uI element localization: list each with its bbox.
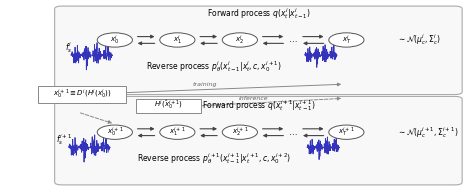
Circle shape (160, 125, 195, 139)
Text: $x_0^i$: $x_0^i$ (110, 33, 119, 47)
Text: inference: inference (239, 96, 269, 101)
Circle shape (97, 33, 132, 47)
Circle shape (160, 33, 195, 47)
Text: $x_2^i$: $x_2^i$ (236, 33, 245, 47)
Text: ...: ... (289, 36, 298, 45)
Text: $f_s^{i+1}$: $f_s^{i+1}$ (56, 132, 72, 147)
Text: $\sim\mathcal{N}(\mu_c^i, \Sigma_c^i)$: $\sim\mathcal{N}(\mu_c^i, \Sigma_c^i)$ (397, 32, 441, 47)
Text: $f_s^i$: $f_s^i$ (65, 40, 72, 55)
Text: $x_0^{i+1}$: $x_0^{i+1}$ (107, 125, 123, 139)
Text: $x_1^i$: $x_1^i$ (173, 33, 182, 47)
Text: Forward process $q(x_t^i|x_{t-1}^i)$: Forward process $q(x_t^i|x_{t-1}^i)$ (207, 6, 310, 21)
Text: $x_T^i$: $x_T^i$ (342, 33, 351, 47)
FancyBboxPatch shape (55, 6, 462, 95)
FancyBboxPatch shape (136, 99, 201, 113)
FancyBboxPatch shape (55, 96, 462, 185)
Circle shape (222, 125, 257, 139)
Text: $x_T^{i+1}$: $x_T^{i+1}$ (338, 125, 355, 139)
Text: Reverse process $p_\theta^{i+1}(x_{t-1}^{i+1}|x_t^{i+1}, c, x_0^{i+2})$: Reverse process $p_\theta^{i+1}(x_{t-1}^… (137, 151, 292, 166)
FancyBboxPatch shape (38, 87, 127, 103)
Text: training: training (193, 82, 218, 87)
Text: $x_0^{i+1} \equiv D^i(H^i(x_0^i))$: $x_0^{i+1} \equiv D^i(H^i(x_0^i))$ (53, 88, 112, 101)
Text: $H^i(\hat{x}_0^{i+1})$: $H^i(\hat{x}_0^{i+1})$ (154, 99, 182, 112)
Text: Reverse process $p_\theta^i(x_{t-1}^i|x_t^i, c, x_0^{i+1})$: Reverse process $p_\theta^i(x_{t-1}^i|x_… (146, 59, 283, 74)
Circle shape (329, 33, 364, 47)
Circle shape (222, 33, 257, 47)
Circle shape (329, 125, 364, 139)
Text: $x_2^{i+1}$: $x_2^{i+1}$ (231, 125, 248, 139)
Text: Forward process $q(x_t^{i+1}|x_{t-1}^{i+1})$: Forward process $q(x_t^{i+1}|x_{t-1}^{i+… (201, 98, 315, 113)
Text: $x_1^{i+1}$: $x_1^{i+1}$ (169, 125, 186, 139)
Text: ...: ... (289, 128, 298, 137)
Text: $\sim\mathcal{N}(\mu_c^{i+1}, \Sigma_c^{i+1})$: $\sim\mathcal{N}(\mu_c^{i+1}, \Sigma_c^{… (397, 125, 459, 140)
Circle shape (97, 125, 132, 139)
